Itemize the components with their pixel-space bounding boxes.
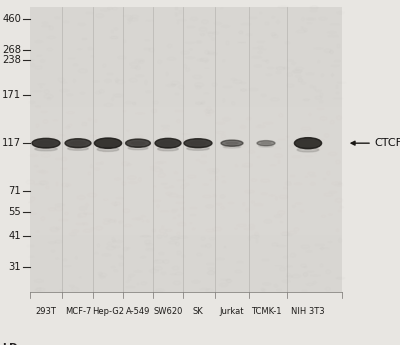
Ellipse shape (158, 147, 178, 151)
Ellipse shape (68, 147, 88, 150)
Ellipse shape (126, 139, 150, 147)
Bar (30, 7, 342, 292)
Text: SK: SK (193, 307, 203, 316)
Text: 460: 460 (2, 14, 21, 24)
Text: 31: 31 (8, 263, 21, 272)
Text: A-549: A-549 (126, 307, 150, 316)
Text: 293T: 293T (36, 307, 56, 316)
Text: 55: 55 (8, 207, 21, 217)
Ellipse shape (100, 141, 116, 145)
Text: 268: 268 (2, 45, 21, 55)
Ellipse shape (38, 141, 54, 145)
Ellipse shape (128, 147, 148, 150)
Ellipse shape (184, 139, 212, 148)
Ellipse shape (161, 141, 175, 145)
Text: NIH 3T3: NIH 3T3 (291, 307, 325, 316)
Bar (30, 107, 342, 235)
Ellipse shape (35, 147, 57, 151)
Text: 71: 71 (8, 187, 21, 196)
Text: 171: 171 (2, 90, 21, 100)
Ellipse shape (221, 140, 243, 146)
Ellipse shape (94, 138, 122, 148)
Text: 117: 117 (2, 138, 21, 148)
Ellipse shape (71, 141, 85, 145)
Ellipse shape (297, 148, 319, 152)
Ellipse shape (257, 141, 275, 146)
Text: SW620: SW620 (153, 307, 183, 316)
Ellipse shape (259, 145, 273, 147)
Ellipse shape (97, 147, 119, 151)
Text: MCF-7: MCF-7 (65, 307, 91, 316)
Ellipse shape (226, 142, 238, 144)
Text: 41: 41 (8, 231, 21, 241)
Ellipse shape (300, 141, 316, 145)
Text: CTCF: CTCF (374, 138, 400, 148)
Ellipse shape (131, 142, 145, 145)
Ellipse shape (155, 138, 181, 148)
Text: Jurkat: Jurkat (220, 307, 244, 316)
Text: TCMK-1: TCMK-1 (251, 307, 281, 316)
Ellipse shape (261, 142, 271, 144)
Text: 238: 238 (2, 56, 21, 65)
Text: kDa: kDa (2, 343, 25, 345)
Ellipse shape (294, 138, 322, 149)
Text: Hep-G2: Hep-G2 (92, 307, 124, 316)
Ellipse shape (223, 146, 241, 148)
Ellipse shape (187, 147, 209, 150)
Ellipse shape (190, 141, 206, 145)
Ellipse shape (32, 138, 60, 148)
Ellipse shape (65, 139, 91, 148)
